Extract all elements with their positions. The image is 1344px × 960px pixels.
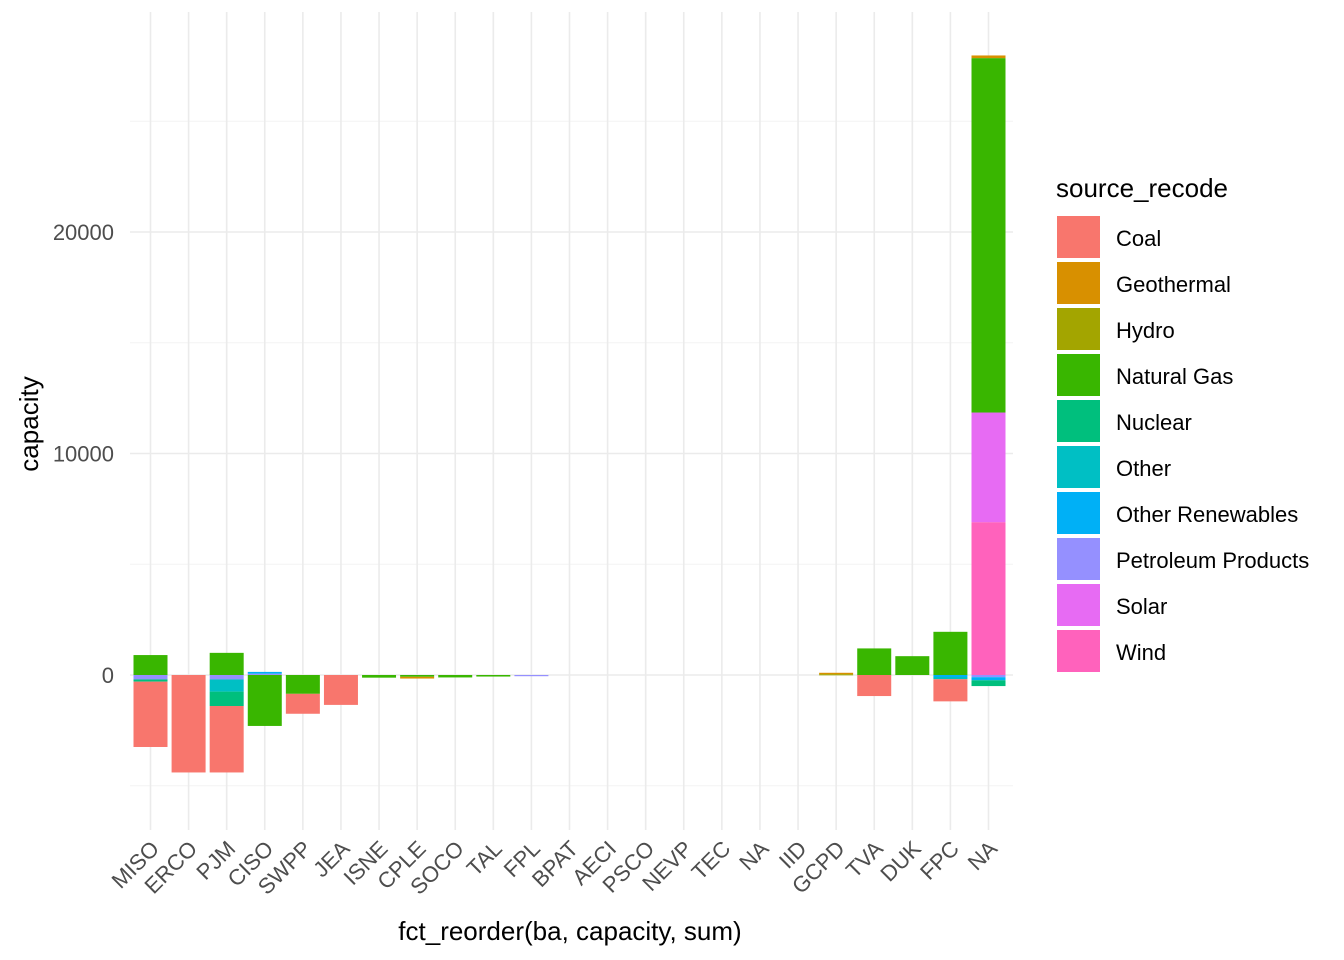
legend-label: Solar — [1116, 594, 1167, 619]
legend-label: Coal — [1116, 226, 1161, 251]
bar-na-nuclear — [971, 680, 1006, 687]
legend-label: Natural Gas — [1116, 364, 1233, 389]
bar-na-natural-gas — [971, 58, 1006, 413]
bar-gcpd-geothermal — [819, 672, 854, 675]
legend-key-other — [1057, 446, 1100, 488]
bar-erco-coal — [171, 675, 206, 773]
bar-jea-coal — [323, 675, 358, 705]
bar-gcpd-hydro — [819, 674, 854, 676]
bar-pjm-petroleum-products — [209, 675, 244, 680]
y-axis-ticks: 0 10000 20000 — [53, 220, 114, 688]
bar-tal-natural-gas — [476, 675, 511, 677]
legend-label: Geothermal — [1116, 272, 1231, 297]
bar-pjm-coal — [209, 706, 244, 773]
legend-key-nuclear — [1057, 400, 1100, 442]
bar-miso-nuclear — [133, 679, 168, 682]
legend-label: Nuclear — [1116, 410, 1192, 435]
legend-key-geothermal — [1057, 262, 1100, 304]
x-tick-label: FPC — [915, 836, 964, 885]
legend-label: Other — [1116, 456, 1171, 481]
bar-fpc-other — [933, 676, 968, 680]
legend-label: Other Renewables — [1116, 502, 1298, 527]
bar-soco-natural-gas — [438, 675, 473, 678]
legend-title: source_recode — [1056, 173, 1228, 203]
bar-tva-natural-gas — [857, 648, 892, 675]
bar-miso-petroleum-products — [133, 675, 168, 680]
bar-isne-natural-gas — [362, 675, 397, 678]
bar-swpp-natural-gas — [285, 675, 320, 694]
bar-fpc-natural-gas — [933, 631, 968, 675]
bar-na-solar — [971, 412, 1006, 523]
bar-fpc-other-renewables — [933, 675, 968, 677]
y-tick-label: 10000 — [53, 442, 114, 467]
bar-cple-natural-gas — [400, 675, 435, 677]
x-axis-title: fct_reorder(ba, capacity, sum) — [398, 916, 741, 946]
bar-fpl-petroleum-products — [514, 675, 549, 677]
bar-fpc-coal — [933, 679, 968, 702]
bar-ciso-natural-gas — [247, 675, 282, 726]
y-tick-label: 20000 — [53, 220, 114, 245]
bars — [133, 55, 1006, 773]
bar-miso-coal — [133, 681, 168, 747]
bar-pjm-other — [209, 679, 244, 692]
legend: source_recode Coal Geothermal Hydro Natural… — [1056, 173, 1309, 672]
bar-ciso-petroleum-products — [247, 673, 282, 675]
legend-label: Hydro — [1116, 318, 1175, 343]
bar-miso-natural-gas — [133, 655, 168, 675]
legend-key-wind — [1057, 630, 1100, 672]
bar-ciso-other-renewables — [247, 671, 282, 674]
x-tick-label: NA — [734, 836, 774, 876]
y-tick-label: 0 — [102, 663, 114, 688]
bar-pjm-natural-gas — [209, 652, 244, 675]
legend-key-coal — [1057, 216, 1100, 258]
legend-key-natural-gas — [1057, 354, 1100, 396]
legend-label: Wind — [1116, 640, 1166, 665]
bar-tva-coal — [857, 675, 892, 697]
bar-na-geothermal — [971, 55, 1006, 59]
bar-na-wind — [971, 522, 1006, 675]
bar-pjm-nuclear — [209, 691, 244, 707]
legend-key-hydro — [1057, 308, 1100, 350]
bar-swpp-coal — [285, 693, 320, 714]
x-tick-label: NA — [963, 836, 1003, 876]
bar-na-petroleum-products — [971, 675, 1006, 678]
bar-duk-natural-gas — [895, 656, 930, 675]
legend-label: Petroleum Products — [1116, 548, 1309, 573]
x-axis-ticks: MISOERCOPJMCISOSWPPJEAISNECPLESOCOTALFPL… — [107, 836, 1003, 900]
legend-items: Coal Geothermal Hydro Natural Gas Nuclear Oth… — [1057, 216, 1309, 672]
legend-key-petroleum-products — [1057, 538, 1100, 580]
bar-na-other-renewables — [971, 677, 1006, 681]
legend-key-solar — [1057, 584, 1100, 626]
x-tick-label: TAL — [462, 836, 507, 881]
x-tick-label: DUK — [875, 836, 926, 887]
bar-cple-geothermal — [400, 676, 435, 679]
y-axis-title: capacity — [14, 376, 44, 471]
legend-key-other-renewables — [1057, 492, 1100, 534]
x-tick-label: TEC — [687, 836, 736, 885]
